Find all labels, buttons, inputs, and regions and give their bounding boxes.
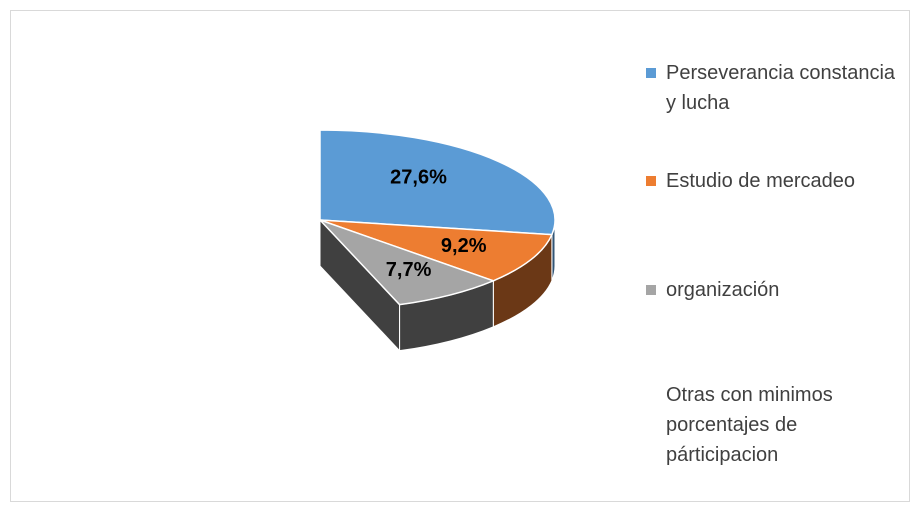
legend-label: Otras con minimos porcentajes de pártici…: [666, 384, 833, 466]
legend-swatch: [646, 285, 656, 295]
legend-entry: Otras con minimos porcentajes de pártici…: [646, 380, 906, 470]
data-label: 7,7%: [386, 259, 432, 281]
data-label: 27,6%: [390, 166, 447, 188]
legend-swatch: [646, 68, 656, 78]
legend-swatch: [646, 176, 656, 186]
legend-label: Estudio de mercadeo: [666, 170, 856, 192]
legend-label: Perseverancia constancia y lucha: [666, 62, 896, 114]
data-label: 9,2%: [441, 235, 487, 257]
slice: [319, 219, 496, 306]
slice: [319, 219, 553, 282]
legend-entry: Estudio de mercadeo: [646, 166, 906, 196]
legend-entry: organización: [646, 275, 906, 305]
legend-label: organización: [666, 279, 780, 301]
legend-entry: Perseverancia constancia y lucha: [646, 58, 906, 118]
chart-frame: [10, 10, 910, 502]
slice: [319, 129, 556, 236]
